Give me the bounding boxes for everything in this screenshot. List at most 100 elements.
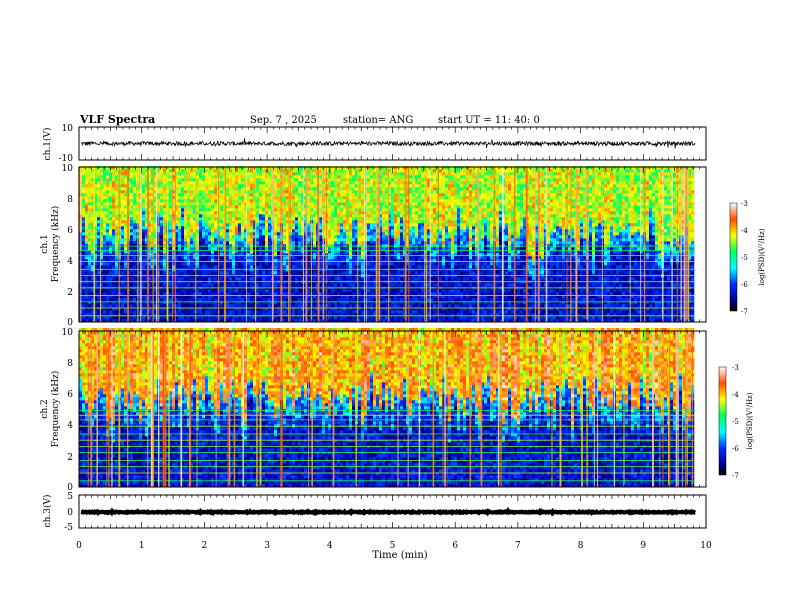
spectrogram-cell — [202, 196, 206, 200]
spectrogram-cell — [178, 310, 182, 314]
spectrogram-cell — [91, 238, 95, 242]
spectrogram-cell — [331, 238, 335, 242]
spectrogram-cell — [220, 205, 224, 209]
spectrogram-cell — [184, 241, 188, 245]
spectrogram-cell — [121, 187, 125, 191]
spectrogram-cell — [235, 208, 239, 212]
spectrogram-cell — [154, 262, 158, 266]
spectrogram-cell — [214, 184, 218, 188]
spectrogram-cell — [253, 199, 257, 203]
spectrogram-cell — [343, 166, 347, 170]
spectrogram-cell — [274, 265, 278, 269]
spectrogram-cell — [193, 259, 197, 263]
spectrogram-cell — [274, 187, 278, 191]
spectrogram-cell — [202, 232, 206, 236]
spectrogram-cell — [319, 226, 323, 230]
spectrogram-cell — [244, 316, 248, 320]
spectrogram-cell — [178, 271, 182, 275]
spectrogram-cell — [292, 202, 296, 206]
spectrogram-cell — [307, 253, 311, 257]
spectrogram-cell — [262, 202, 266, 206]
spectrogram-cell — [196, 241, 200, 245]
spectrogram-cell — [202, 319, 206, 323]
spectrogram-cell — [214, 289, 218, 293]
spectrogram-cell — [349, 199, 353, 203]
spectrogram-cell — [172, 232, 176, 236]
spectrogram-cell — [307, 229, 311, 233]
spectrogram-cell — [346, 313, 350, 317]
spectrogram-cell — [262, 205, 266, 209]
spectrogram-cell — [88, 265, 92, 269]
spectrogram-cell — [193, 310, 197, 314]
spectrogram-cell — [109, 214, 113, 218]
spectrogram-cell — [226, 313, 230, 317]
spectrogram-cell — [256, 220, 260, 224]
spectrogram-cell — [163, 172, 167, 176]
spectrogram-cell — [247, 304, 251, 308]
spectrogram-cell — [235, 271, 239, 275]
spectrogram-cell — [295, 289, 299, 293]
spectrogram-cell — [184, 193, 188, 197]
spectrogram-cell — [121, 199, 125, 203]
spectrogram-cell — [220, 265, 224, 269]
spectrogram-cell — [199, 208, 203, 212]
spectrogram-cell — [103, 244, 107, 248]
spectrogram-cell — [124, 214, 128, 218]
spectrogram-cell — [244, 214, 248, 218]
spectrogram-cell — [133, 181, 137, 185]
spectrogram-cell — [82, 310, 86, 314]
spectrogram-cell — [346, 283, 350, 287]
spectrogram-cell — [142, 190, 146, 194]
spectrogram-cell — [199, 262, 203, 266]
spectrogram-cell — [238, 244, 242, 248]
spectrogram-cell — [160, 169, 164, 173]
spectrogram-cell — [196, 196, 200, 200]
spectrogram-cell — [211, 202, 215, 206]
spectrogram-cell — [88, 238, 92, 242]
spectrogram-cell — [193, 313, 197, 317]
spectrogram-cell — [181, 253, 185, 257]
spectrogram-cell — [253, 265, 257, 269]
spectrogram-cell — [226, 262, 230, 266]
spectrogram-cell — [133, 307, 137, 311]
spectrogram-cell — [235, 175, 239, 179]
spectrogram-cell — [259, 202, 263, 206]
spectrogram-cell — [253, 184, 257, 188]
spectrogram-cell — [106, 205, 110, 209]
spectrogram-cell — [331, 292, 335, 296]
spectrogram-cell — [160, 259, 164, 263]
spectrogram-cell — [247, 295, 251, 299]
spectrogram-cell — [253, 301, 257, 305]
spectrogram-cell — [298, 304, 302, 308]
spectrogram-cell — [214, 172, 218, 176]
spectrogram-cell — [187, 196, 191, 200]
spectrogram-cell — [256, 271, 260, 275]
spectrogram-cell — [199, 193, 203, 197]
spectrogram-cell — [331, 319, 335, 323]
spectrogram-cell — [283, 256, 287, 260]
spectrogram-cell — [163, 166, 167, 170]
spectrogram-cell — [292, 190, 296, 194]
spectrogram-cell — [283, 244, 287, 248]
spectrogram-cell — [235, 295, 239, 299]
spectrogram-cell — [91, 259, 95, 263]
spectrogram-cell — [301, 211, 305, 215]
spectrogram-cell — [253, 226, 257, 230]
spectrogram-cell — [313, 262, 317, 266]
spectrogram-cell — [328, 247, 332, 251]
spectrogram-cell — [112, 244, 116, 248]
spectrogram-cell — [346, 205, 350, 209]
spectrogram-cell — [202, 175, 206, 179]
spectrogram-cell — [196, 247, 200, 251]
spectrogram-cell — [244, 196, 248, 200]
spectrogram-cell — [82, 301, 86, 305]
spectrogram-cell — [196, 214, 200, 218]
spectrogram-cell — [238, 241, 242, 245]
spectrogram-cell — [163, 226, 167, 230]
spectrogram-cell — [343, 229, 347, 233]
spectrogram-cell — [286, 256, 290, 260]
spectrogram-cell — [199, 235, 203, 239]
spectrogram-cell — [343, 211, 347, 215]
spectrogram-cell — [172, 184, 176, 188]
spectrogram-cell — [169, 184, 173, 188]
